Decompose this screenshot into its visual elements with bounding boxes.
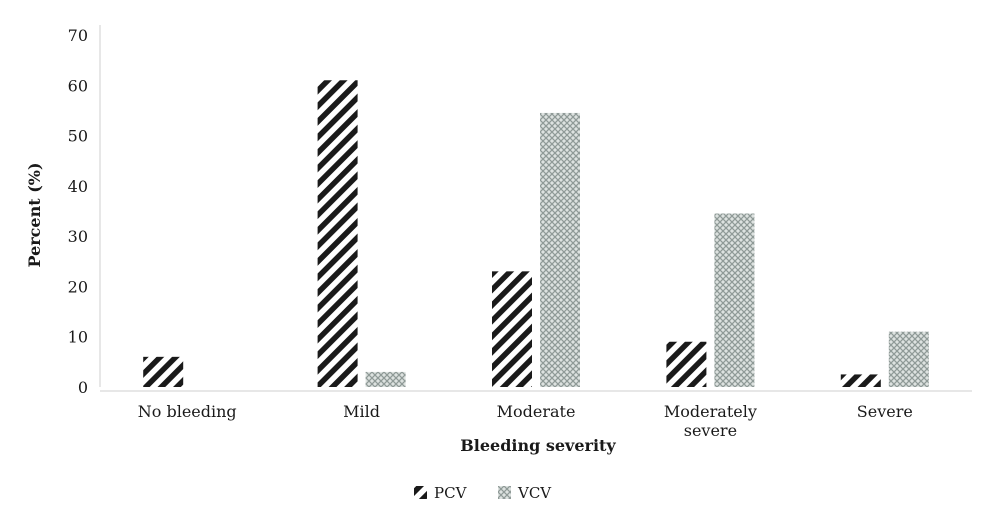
legend-label-pcv: PCV [434, 484, 468, 502]
bars [143, 80, 929, 387]
y-tick-label: 40 [68, 177, 88, 196]
y-tick-label: 50 [68, 127, 88, 146]
legend-swatch-vcv [498, 486, 511, 499]
y-axis-title: Percent (%) [25, 162, 44, 267]
legend-swatch-pcv [414, 486, 427, 499]
x-tick-label-line: Mild [343, 402, 380, 421]
bar-pcv [317, 80, 358, 387]
y-axis: 0 10 20 30 40 50 60 70 [68, 25, 101, 397]
bar-pcv [492, 271, 532, 387]
bar-vcv [540, 112, 580, 387]
bar-pcv [666, 341, 707, 387]
y-tick-label: 60 [68, 76, 88, 95]
y-tick-label: 0 [78, 378, 88, 397]
y-tick-label: 10 [68, 328, 88, 347]
y-tick-label: 30 [68, 227, 88, 246]
x-axis-title: Bleeding severity [460, 436, 616, 455]
bar-pcv [143, 356, 184, 387]
x-tick-label-line: No bleeding [138, 402, 237, 421]
x-tick-label-line: severe [684, 421, 737, 440]
bar-vcv [365, 371, 406, 387]
x-tick-label: Severe [857, 402, 913, 421]
x-tick-label: Mild [343, 402, 380, 421]
x-tick-label-line: Moderate [497, 402, 576, 421]
bar-vcv [888, 331, 929, 387]
bar-vcv [714, 213, 755, 387]
bar-pcv [840, 374, 881, 387]
y-tick-label: 20 [68, 277, 88, 296]
legend-label-vcv: VCV [517, 484, 552, 502]
x-tick-label: Moderately severe [664, 402, 757, 440]
x-axis: No bleeding Mild Moderate Moderately severe S… [100, 390, 972, 440]
x-tick-label-line: Severe [857, 402, 913, 421]
y-tick-label: 70 [68, 26, 88, 45]
x-tick-label: Moderate [497, 402, 576, 421]
legend: PCV VCV [414, 484, 552, 502]
x-tick-label: No bleeding [138, 402, 237, 421]
x-tick-label-line: Moderately [664, 402, 757, 421]
